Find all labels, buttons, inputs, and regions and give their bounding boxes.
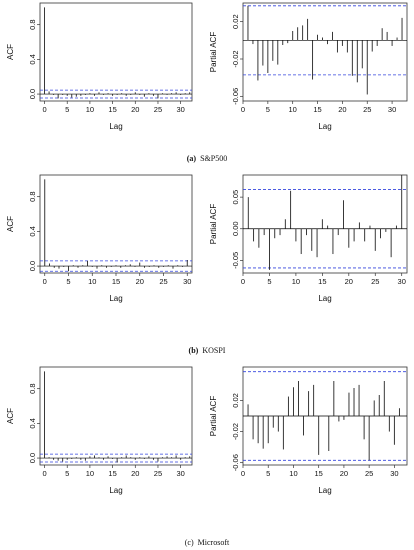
msft-pacf-xlabel: Lag — [318, 486, 331, 495]
sp500-pacf-ytick-0: 0.02 — [231, 14, 240, 29]
sp500-pacf-ylabel: Partial ACF — [209, 32, 218, 73]
msft-acf-ylabel: ACF — [6, 408, 15, 424]
msft-pacf-ytick-1: -0.02 — [231, 423, 240, 440]
sp500-acf-ylabel: ACF — [6, 44, 15, 60]
msft-pacf-ytick-0: 0.02 — [231, 393, 240, 408]
msft-pacf-xtick-15: 15 — [315, 469, 323, 478]
msft-acf-xtick-30: 30 — [176, 469, 184, 478]
kospi-pacf-frame — [242, 174, 408, 274]
msft-acf-ytick-2: 0.8 — [28, 383, 37, 393]
kospi-acf-xtick-10: 10 — [88, 277, 96, 286]
msft-acf-ytick-1: 0.4 — [28, 418, 37, 428]
kospi-acf-xtick-20: 20 — [136, 277, 144, 286]
sp500-acf-xtick-0: 0 — [42, 105, 46, 114]
kospi-acf-ytick-1: 0.4 — [28, 226, 37, 236]
kospi-pacf-ytick-1: 0.00 — [231, 221, 240, 236]
sp500-acf-xtick-30: 30 — [176, 105, 184, 114]
sp500-pacf-xlabel: Lag — [318, 122, 331, 131]
sp500-acf-xtick-15: 15 — [108, 105, 116, 114]
kospi-acf-xtick-0: 0 — [43, 277, 47, 286]
kospi-pacf-ylabel: Partial ACF — [209, 204, 218, 245]
msft-acf-xtick-15: 15 — [108, 469, 116, 478]
kospi-acf-panel: 0 5 10 15 20 25 30 0.0 0.4 0.8 Lag ACF — [6, 174, 193, 303]
sp500-pacf-xtick-0: 0 — [241, 105, 245, 114]
row-sp500: 0 5 10 15 20 25 30 0.0 0.4 0.8 Lag ACF 0 5 10 15 20 25 30… — [6, 2, 408, 163]
msft-acf-frame — [39, 366, 193, 466]
msft-acf-xtick-20: 20 — [131, 469, 139, 478]
msft-pacf-xtick-0: 0 — [241, 469, 245, 478]
caption-sp500-name: S&P500 — [200, 154, 227, 163]
sp500-pacf-xtick-5: 5 — [266, 105, 270, 114]
msft-pacf-xtick-20: 20 — [340, 469, 348, 478]
sp500-acf-xtick-20: 20 — [131, 105, 139, 114]
caption-kospi-label: (b) — [189, 346, 199, 355]
msft-acf-xtick-25: 25 — [154, 469, 162, 478]
kospi-acf-ylabel: ACF — [6, 216, 15, 232]
kospi-pacf-xtick-0: 0 — [241, 277, 245, 286]
msft-acf-xlabel: Lag — [109, 486, 122, 495]
caption-sp500: (a) S&P500 — [187, 154, 227, 163]
kospi-pacf-xtick-25: 25 — [371, 277, 379, 286]
caption-microsoft-label: (c) — [185, 538, 194, 547]
sp500-pacf-panel: 0 5 10 15 20 25 30 0.02 -0.02 -0.06 Lag Partial ACF — [209, 2, 408, 131]
kospi-pacf-xtick-20: 20 — [345, 277, 353, 286]
sp500-pacf-xtick-25: 25 — [363, 105, 371, 114]
msft-acf-panel: 0 5 10 15 20 25 30 0.0 0.4 0.8 Lag ACF — [6, 366, 193, 495]
msft-pacf-ytick-2: -0.06 — [231, 454, 240, 471]
kospi-acf-xtick-15: 15 — [112, 277, 120, 286]
sp500-pacf-xtick-30: 30 — [388, 105, 396, 114]
sp500-pacf-ytick-2: -0.06 — [231, 88, 240, 105]
kospi-acf-xlabel: Lag — [109, 294, 122, 303]
sp500-acf-panel: 0 5 10 15 20 25 30 0.0 0.4 0.8 Lag ACF — [6, 2, 193, 131]
msft-pacf-ylabel: Partial ACF — [209, 396, 218, 437]
kospi-pacf-ytick-2: -0.05 — [231, 252, 240, 269]
kospi-acf-xtick-25: 25 — [159, 277, 167, 286]
sp500-acf-ytick-2: 0.8 — [28, 19, 37, 29]
msft-pacf-xtick-30: 30 — [390, 469, 398, 478]
kospi-pacf-xtick-10: 10 — [292, 277, 300, 286]
kospi-pacf-xtick-15: 15 — [318, 277, 326, 286]
sp500-pacf-frame — [242, 2, 408, 102]
sp500-acf-xtick-5: 5 — [65, 105, 69, 114]
msft-acf-xtick-5: 5 — [65, 469, 69, 478]
caption-sp500-label: (a) — [187, 154, 197, 163]
caption-kospi: (b) KOSPI — [189, 346, 226, 355]
kospi-pacf-xlabel: Lag — [318, 294, 331, 303]
caption-microsoft-name: Microsoft — [198, 538, 230, 547]
caption-microsoft: (c) Microsoft — [185, 538, 230, 547]
kospi-pacf-panel: 0 5 10 15 20 25 30 0.05 0.00 -0.05 Lag Partial ACF — [209, 174, 408, 303]
sp500-acf-ytick-1: 0.4 — [28, 54, 37, 64]
msft-acf-xtick-0: 0 — [42, 469, 46, 478]
row-kospi: 0 5 10 15 20 25 30 0.0 0.4 0.8 Lag ACF 0 5 10 15 20 25 30… — [6, 174, 408, 355]
sp500-acf-ytick-0: 0.0 — [28, 89, 37, 99]
sp500-pacf-xtick-10: 10 — [289, 105, 297, 114]
sp500-acf-frame — [39, 2, 193, 102]
msft-pacf-panel: 0 5 10 15 20 25 30 0.02 -0.02 -0.06 Lag Partial ACF — [209, 366, 408, 495]
kospi-acf-frame — [39, 174, 193, 274]
sp500-acf-xtick-25: 25 — [154, 105, 162, 114]
kospi-pacf-ytick-0: 0.05 — [231, 190, 240, 205]
kospi-acf-ytick-2: 0.8 — [28, 191, 37, 201]
msft-pacf-xtick-10: 10 — [289, 469, 297, 478]
caption-kospi-name: KOSPI — [202, 346, 225, 355]
kospi-acf-ytick-0: 0.0 — [28, 261, 37, 271]
kospi-pacf-xtick-5: 5 — [267, 277, 271, 286]
msft-pacf-xtick-25: 25 — [365, 469, 373, 478]
msft-acf-ytick-0: 0.0 — [28, 453, 37, 463]
kospi-acf-xtick-30: 30 — [183, 277, 191, 286]
sp500-pacf-xtick-20: 20 — [338, 105, 346, 114]
msft-acf-xtick-10: 10 — [86, 469, 94, 478]
row-microsoft: 0 5 10 15 20 25 30 0.0 0.4 0.8 Lag ACF 0 5 10 15 20 25 30… — [6, 366, 408, 547]
kospi-acf-xtick-5: 5 — [66, 277, 70, 286]
sp500-acf-xlabel: Lag — [109, 122, 122, 131]
sp500-pacf-xtick-15: 15 — [313, 105, 321, 114]
sp500-pacf-ytick-1: -0.02 — [231, 50, 240, 67]
sp500-acf-xtick-10: 10 — [86, 105, 94, 114]
kospi-pacf-xtick-30: 30 — [398, 277, 406, 286]
msft-pacf-xtick-5: 5 — [266, 469, 270, 478]
